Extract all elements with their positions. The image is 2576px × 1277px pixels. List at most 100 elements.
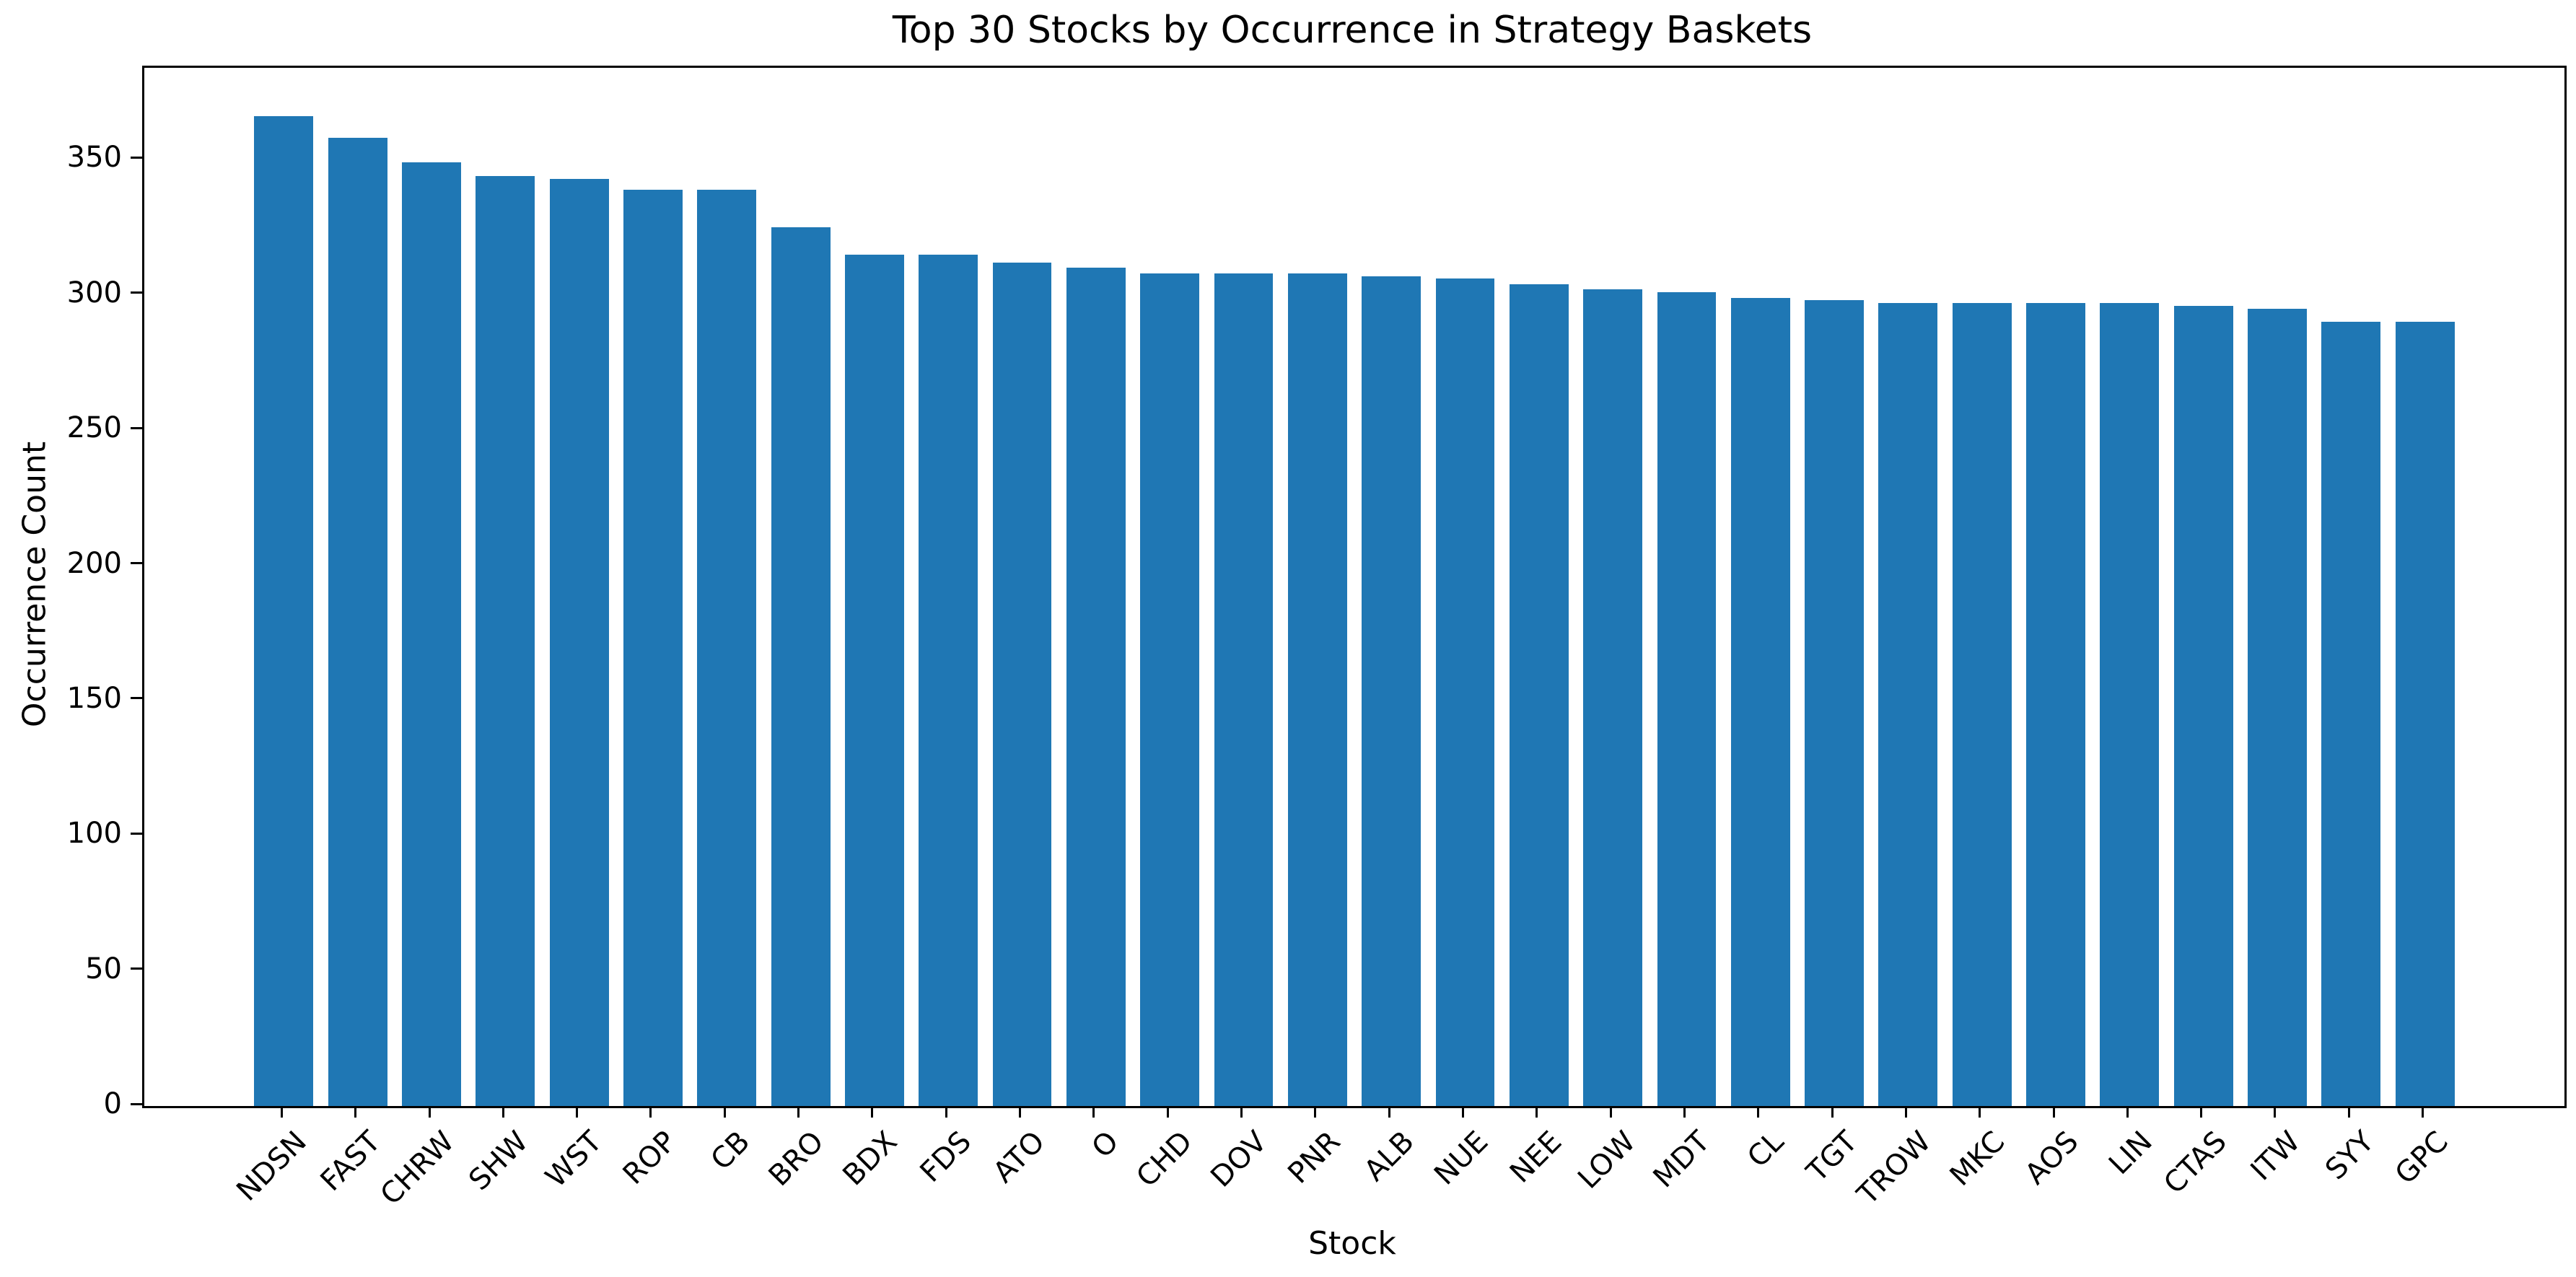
x-tick-label-SYY: SYY [2319, 1125, 2381, 1187]
bars-layer [144, 68, 2564, 1106]
x-tick-label-SHW: SHW [463, 1125, 535, 1198]
x-tick-label-CL: CL [1740, 1125, 1790, 1175]
x-tick-label-PNR: PNR [1282, 1125, 1347, 1190]
bar-LIN [2100, 303, 2160, 1106]
x-tick-label-CHRW: CHRW [374, 1125, 461, 1212]
x-tick [2200, 1106, 2203, 1118]
x-tick [1757, 1106, 1760, 1118]
x-tick [280, 1106, 283, 1118]
bar-BDX [845, 254, 904, 1106]
x-tick [2052, 1106, 2055, 1118]
x-tick [1461, 1106, 1464, 1118]
x-tick [871, 1106, 874, 1118]
x-tick-label-FDS: FDS [914, 1125, 978, 1189]
y-tick [131, 1102, 142, 1105]
x-tick-label-TROW: TROW [1851, 1125, 1938, 1211]
bar-CHRW [402, 162, 461, 1106]
x-tick [2126, 1106, 2129, 1118]
bar-MKC [1952, 303, 2012, 1106]
x-tick-label-WST: WST [539, 1125, 609, 1195]
x-tick [1979, 1106, 1981, 1118]
x-tick [1240, 1106, 1243, 1118]
y-tick-label-0: 0 [103, 1087, 122, 1120]
x-tick-label-BRO: BRO [762, 1125, 831, 1193]
y-tick-label-300: 300 [66, 276, 122, 310]
bar-BRO [771, 227, 831, 1106]
bar-FDS [919, 254, 978, 1106]
bar-DOV [1214, 273, 1274, 1106]
x-tick-label-ALB: ALB [1357, 1125, 1421, 1188]
x-tick-label-LIN: LIN [2103, 1125, 2160, 1182]
x-tick [1904, 1106, 1907, 1118]
bar-NUE [1435, 278, 1495, 1106]
y-tick [131, 697, 142, 700]
y-tick-label-100: 100 [66, 817, 122, 851]
x-tick-label-DOV: DOV [1204, 1125, 1274, 1194]
x-tick [1388, 1106, 1390, 1118]
bar-O [1066, 268, 1126, 1106]
x-tick-label-ROP: ROP [616, 1125, 683, 1191]
bar-LOW [1583, 289, 1643, 1106]
y-tick-label-50: 50 [85, 952, 122, 986]
bar-CB [697, 189, 757, 1106]
bar-CHD [1140, 273, 1200, 1106]
x-tick [945, 1106, 947, 1118]
bar-AOS [2026, 303, 2085, 1106]
bar-SYY [2321, 322, 2381, 1106]
y-tick [131, 832, 142, 835]
x-tick-label-TGT: TGT [1800, 1125, 1864, 1189]
y-tick-label-250: 250 [66, 411, 122, 445]
x-tick-label-CHD: CHD [1130, 1125, 1200, 1194]
x-tick-label-ATO: ATO [987, 1125, 1052, 1190]
bar-TROW [1878, 303, 1938, 1106]
y-tick [131, 426, 142, 429]
y-tick [131, 291, 142, 294]
bar-ALB [1362, 276, 1421, 1106]
bar-GPC [2395, 322, 2455, 1106]
chart-title: Top 30 Stocks by Occurrence in Strategy … [892, 9, 1813, 52]
bar-PNR [1287, 273, 1347, 1106]
bar-TGT [1805, 300, 1864, 1106]
x-tick [1535, 1106, 1538, 1118]
x-tick [1092, 1106, 1095, 1118]
x-tick [1314, 1106, 1317, 1118]
bar-ATO [992, 262, 1052, 1106]
x-tick-label-MKC: MKC [1943, 1125, 2012, 1193]
x-tick-label-GPC: GPC [2388, 1125, 2455, 1191]
x-tick [576, 1106, 579, 1118]
bar-CTAS [2173, 305, 2233, 1106]
x-tick-label-CB: CB [704, 1125, 757, 1177]
x-tick [428, 1106, 431, 1118]
x-tick-label-ITW: ITW [2244, 1125, 2307, 1188]
bar-NDSN [254, 116, 314, 1106]
x-tick [354, 1106, 357, 1118]
y-tick [131, 562, 142, 565]
x-tick-label-NUE: NUE [1428, 1125, 1495, 1192]
x-axis-label: Stock [1308, 1225, 1396, 1262]
bar-NEE [1509, 284, 1569, 1106]
y-tick-label-200: 200 [66, 546, 122, 580]
bar-SHW [476, 175, 535, 1106]
x-tick [2274, 1106, 2277, 1118]
x-tick-label-LOW: LOW [1572, 1125, 1642, 1195]
x-tick-label-NEE: NEE [1504, 1125, 1569, 1190]
x-tick [2422, 1106, 2424, 1118]
y-tick [131, 156, 142, 159]
x-tick [649, 1106, 652, 1118]
y-tick-label-350: 350 [66, 141, 122, 175]
x-tick [1609, 1106, 1612, 1118]
x-tick-label-O: O [1085, 1125, 1126, 1165]
bar-MDT [1657, 292, 1717, 1106]
x-tick [1831, 1106, 1834, 1118]
x-tick [1019, 1106, 1022, 1118]
x-tick-label-BDX: BDX [836, 1125, 904, 1193]
x-tick-label-NDSN: NDSN [230, 1125, 314, 1208]
x-tick [797, 1106, 800, 1118]
x-tick-label-MDT: MDT [1647, 1125, 1717, 1195]
bar-ROP [623, 189, 683, 1106]
x-tick [1166, 1106, 1169, 1118]
x-tick [501, 1106, 504, 1118]
x-tick [2347, 1106, 2350, 1118]
x-tick [1683, 1106, 1686, 1118]
y-tick [131, 967, 142, 970]
